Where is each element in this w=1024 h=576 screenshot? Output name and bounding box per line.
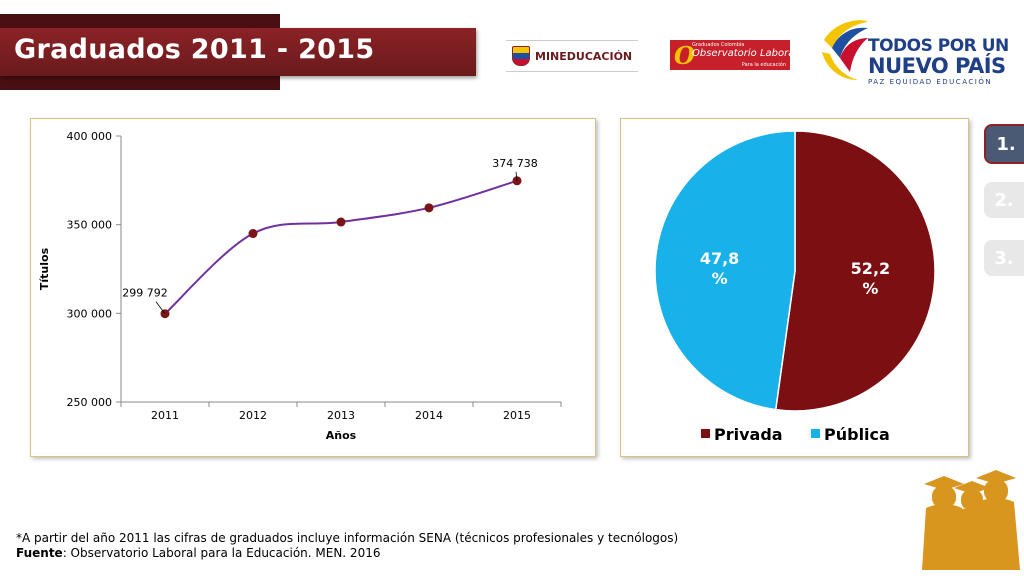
data-point — [248, 229, 258, 239]
line-chart-panel: 250 000 300 000 350 000 400 000 2011 2012 2013… — [30, 118, 596, 457]
tpp-logo-line3: PAZ EQUIDAD EDUCACIÓN — [868, 78, 993, 86]
y-tick-label: 350 000 — [67, 219, 113, 232]
observatorio-logo: O Graduados Colombia Observatorio Labora… — [670, 40, 790, 70]
nav-item-2[interactable]: 2. — [984, 182, 1024, 218]
y-tick-label: 300 000 — [67, 307, 113, 320]
data-label: 299 792 — [122, 287, 168, 300]
legend-swatch — [701, 429, 710, 438]
mineducacion-logo-text: MINEDUCACIÓN — [535, 49, 633, 63]
footnote-source-text: : Observatorio Laboral para la Educación… — [62, 546, 381, 560]
x-tick-label: 2015 — [503, 409, 531, 422]
page-title: Graduados 2011 - 2015 — [14, 34, 375, 65]
x-tick-label: 2013 — [327, 409, 355, 422]
todos-por-un-nuevo-pais-logo: TODOS POR UN NUEVO PAÍS PAZ EQUIDAD EDUC… — [818, 18, 1009, 88]
nav-item-3[interactable]: 3. — [984, 240, 1024, 276]
mineducacion-logo: MINEDUCACIÓN — [506, 40, 638, 72]
footnote-source-label: Fuente — [16, 546, 63, 560]
pie-chart: 52,2%47,8%Privada Pública — [654, 130, 936, 444]
y-axis-title: Títulos — [38, 247, 51, 290]
pie-slice — [774, 130, 936, 412]
observatorio-o-icon: O — [674, 41, 695, 70]
slice-value-label: 47,8 — [700, 249, 739, 268]
slice-value-label: 52,2 — [851, 259, 890, 278]
data-label: 374 738 — [492, 157, 538, 170]
y-tick-label: 250 000 — [67, 396, 113, 409]
x-axis-title: Años — [326, 429, 357, 442]
observatorio-logo-line1: Graduados Colombia — [692, 42, 745, 48]
x-tick-label: 2012 — [239, 409, 267, 422]
pie-slice — [654, 130, 796, 411]
data-label-leader — [515, 171, 518, 181]
y-tick-label: 400 000 — [67, 130, 113, 143]
observatorio-logo-line2: Observatorio Laboral — [692, 48, 790, 59]
legend-label: Pública — [824, 425, 890, 444]
nav-item-1[interactable]: 1. — [984, 124, 1024, 164]
tpp-logo-line2: NUEVO PAÍS — [868, 54, 1006, 78]
x-tick-label: 2011 — [151, 409, 179, 422]
data-point — [336, 217, 346, 227]
series-line — [164, 179, 518, 315]
slice-unit-label: % — [862, 279, 878, 298]
title-banner — [0, 28, 476, 76]
data-label-leader — [155, 301, 166, 314]
observatorio-logo-line3: Para la educación — [741, 62, 786, 68]
footnote: *A partir del año 2011 las cifras de gra… — [16, 531, 678, 561]
flag-swoosh-icon — [822, 20, 868, 80]
legend-label: Privada — [714, 425, 783, 444]
graduates-silhouette-icon — [922, 470, 1020, 570]
pie-chart-panel: 52,2% 47,8% Privada Pública — [620, 118, 969, 457]
footnote-note: *A partir del año 2011 las cifras de gra… — [16, 531, 679, 545]
footnote-source: Fuente: Observatorio Laboral para la Edu… — [16, 546, 678, 561]
x-tick-label: 2014 — [415, 409, 443, 422]
slice-unit-label: % — [712, 269, 728, 288]
colombia-shield-icon — [512, 46, 530, 66]
data-point — [160, 309, 170, 319]
tpp-logo-line1: TODOS POR UN — [868, 36, 1009, 56]
data-point — [424, 203, 434, 213]
legend-swatch — [811, 429, 820, 438]
line-chart: 250 000 300 000 350 000 400 000 2011 2012 2013… — [38, 130, 562, 442]
